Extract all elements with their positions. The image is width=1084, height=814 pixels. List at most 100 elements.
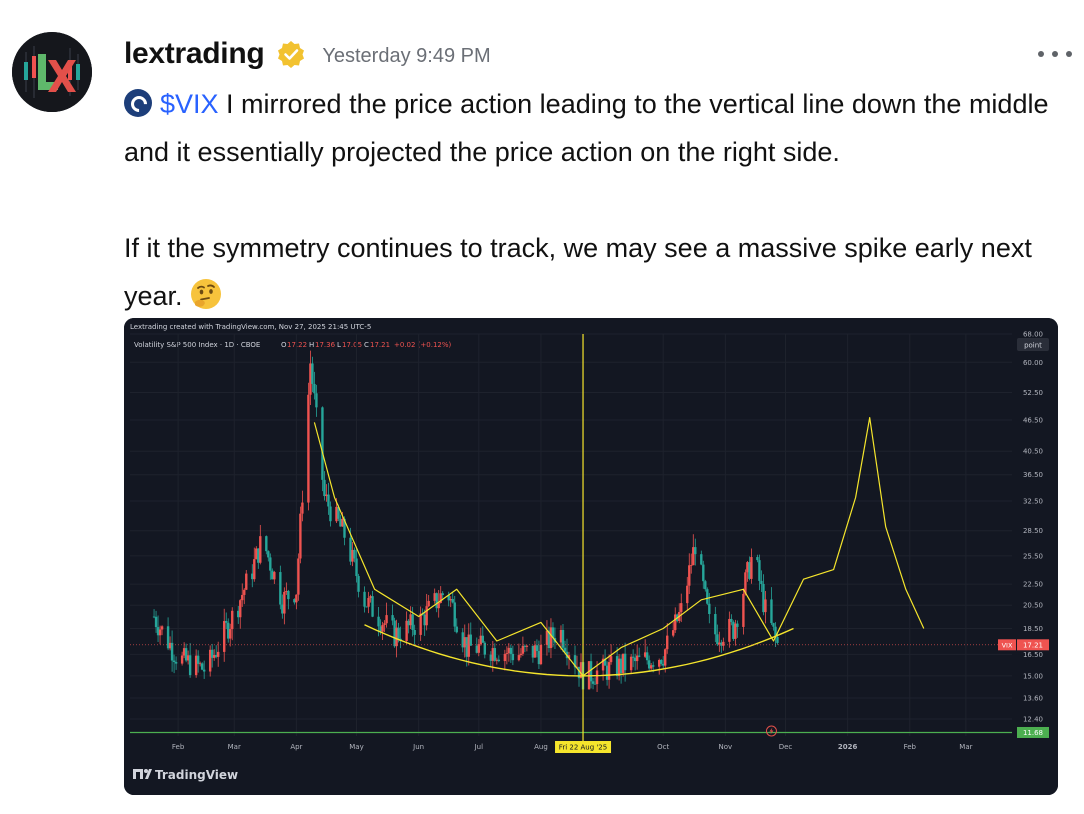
dot-icon [1052,51,1058,57]
candle-body [551,627,555,639]
candle-body [393,620,396,647]
candle-body [327,494,330,507]
candle-body [437,602,440,609]
candle-body [601,658,605,671]
time-tick-label: Oct [657,743,669,751]
candle-body [295,594,298,603]
candle-body [307,394,310,503]
candle-body [621,653,625,673]
ticker-link[interactable]: $VIX [160,89,219,119]
avatar[interactable] [12,32,92,112]
thinking-face-icon [189,277,223,311]
candle-body [728,618,731,642]
candle-body [357,576,360,592]
candle-body [573,655,577,668]
candle-body [321,407,324,480]
candle-body [631,656,635,658]
price-tick-label: 68.00 [1023,331,1043,339]
candle-body [649,665,653,669]
candle-body [168,642,172,649]
time-tick-label: May [349,743,363,751]
candle-body [722,641,725,646]
candle-body [680,603,683,612]
candle-body [441,593,444,596]
post-paragraph-1: $VIX I mirrored the price action leading… [124,80,1074,176]
candle-body [200,663,204,670]
candle-body [405,620,408,642]
candle-body [433,593,436,601]
candle-body [381,624,384,632]
time-tick-label: Apr [290,743,302,751]
candle-body [762,584,765,613]
candle-body [483,642,487,655]
candle-body [505,653,509,655]
candle-body [651,665,655,667]
scale-mode-button[interactable] [1017,338,1049,351]
candle-body [730,618,733,622]
event-marker-icon[interactable] [765,725,777,737]
candle-body [315,393,318,408]
candle-body [720,642,723,646]
candle-body [453,602,456,627]
more-options-button[interactable] [1038,44,1072,64]
candle-body [391,615,394,621]
candle-body [395,627,398,647]
candle-body [607,662,611,680]
candle-body [748,562,751,579]
time-tick-label: Mar [959,743,972,751]
candle-body [180,655,184,664]
tradingview-logo[interactable]: TradingView [133,768,238,782]
candle-body [559,629,563,643]
candle-body [664,649,667,666]
candle-body [758,560,761,581]
candle-body [245,573,248,590]
candle-body [619,658,623,673]
price-tick-label: 32.50 [1023,497,1043,505]
candle-body [160,626,164,630]
post-body: $VIX I mirrored the price action leading… [124,80,1074,320]
candle-body [495,659,499,661]
candle-body [214,655,218,657]
time-tick-label: Jun [412,743,424,751]
chart-image[interactable]: Lextrading created with TradingView.com,… [124,318,1058,795]
candle-body [158,629,162,636]
candle-body [439,593,442,603]
ohlc-c-value: 17.21 [370,341,390,349]
candle-body [166,626,170,649]
candle-body [662,663,665,666]
username[interactable]: lextrading [124,37,265,70]
candle-body [182,648,186,656]
candle-body [760,580,763,584]
candle-body [385,615,388,624]
ohlc-h-label: H [309,341,314,349]
candle-body [609,656,613,663]
scale-mode-label: point [1024,342,1042,350]
dot-icon [1066,51,1072,57]
candle-body [774,626,777,637]
candle-body [355,558,358,577]
candle-body [465,637,468,657]
candle-body [633,657,637,662]
ohlc-l-label: L [337,341,341,349]
candle-body [285,590,288,592]
time-tick-label: Dec [779,743,793,751]
candle-body [736,623,739,627]
candle-body [449,599,452,601]
price-tick-label: 20.50 [1023,602,1043,610]
candle-body [427,600,430,607]
last-price-label: 17.21 [1023,641,1043,649]
candle-body [365,606,368,608]
price-tick-label: 16.50 [1023,651,1043,659]
candle-body [217,651,220,657]
candle-body [635,655,639,662]
candle-body [423,614,426,626]
symbol-name: Volatility S&P 500 Index · 1D · CBOE [134,341,260,349]
candle-body [257,548,260,563]
candle-body [397,627,400,639]
post-timestamp[interactable]: Yesterday 9:49 PM [322,44,491,67]
post-paragraph-2: If it the symmetry continues to track, w… [124,224,1074,320]
time-tick-label: 2026 [838,743,858,751]
price-tick-label: 25.50 [1023,552,1043,560]
candle-body [493,648,497,661]
candle-body [523,645,527,647]
